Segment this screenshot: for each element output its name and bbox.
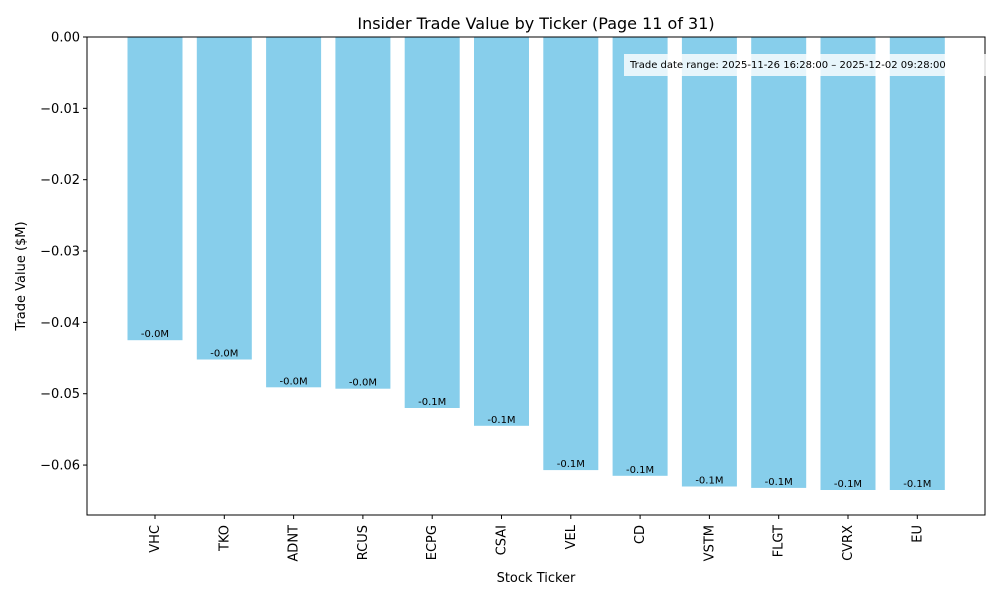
x-axis-label: Stock Ticker <box>497 571 576 586</box>
bar-cvrx <box>820 37 876 490</box>
x-axis: VHC TKO ADNT RCUS ECPG CSAI VEL CD VSTM FLGT CVRX E… <box>148 515 925 562</box>
x-tick-label-vstm: VSTM <box>702 525 717 561</box>
y-axis: 0.00 −0.01 −0.02 −0.03 −0.04 −0.05 −0.06 <box>40 31 87 474</box>
y-axis-label: Trade Value ($M) <box>14 221 29 331</box>
bar-label-vstm: -0.1M <box>695 476 723 487</box>
x-tick-label-eu: EU <box>910 525 925 543</box>
x-tick-label-ecpg: ECPG <box>425 525 440 560</box>
y-tick-label-2: −0.02 <box>40 173 80 188</box>
bar-adnt <box>266 37 322 388</box>
bar-label-flgt: -0.1M <box>765 477 793 488</box>
y-tick-label-3: −0.03 <box>40 245 80 260</box>
x-tick-label-tko: TKO <box>217 525 232 552</box>
y-tick-label-4: −0.04 <box>40 316 80 331</box>
x-tick-label-flgt: FLGT <box>772 525 787 557</box>
bar-eu <box>889 37 945 490</box>
bar-label-csai: -0.1M <box>487 415 515 426</box>
bar-cd <box>612 37 668 476</box>
x-tick-label-cd: CD <box>633 525 648 544</box>
bar-vstm <box>681 37 737 487</box>
y-tick-label-0: 0.00 <box>51 31 80 46</box>
chart-title: Insider Trade Value by Ticker (Page 11 o… <box>357 14 714 33</box>
bar-label-adnt: -0.0M <box>280 376 308 387</box>
bars-group <box>127 37 945 490</box>
bar-labels-group: -0.0M -0.0M -0.0M -0.0M -0.1M -0.1M -0.1M -0.1M… <box>141 329 931 490</box>
x-tick-label-cvrx: CVRX <box>841 525 856 561</box>
y-tick-label-1: −0.01 <box>40 102 80 117</box>
bar-vhc <box>127 37 183 341</box>
bar-label-vel: -0.1M <box>557 459 585 470</box>
annotation-text: Trade date range: 2025-11-26 16:28:00 – … <box>629 60 946 71</box>
bar-label-rcus: -0.0M <box>349 378 377 389</box>
x-tick-label-vhc: VHC <box>148 525 163 553</box>
bar-label-ecpg: -0.1M <box>418 397 446 408</box>
bar-csai <box>474 37 529 426</box>
bar-tko <box>196 37 252 360</box>
y-tick-label-5: −0.05 <box>40 387 80 402</box>
plot-frame <box>86 36 986 516</box>
bar-label-cvrx: -0.1M <box>834 479 862 490</box>
x-tick-label-csai: CSAI <box>495 525 510 555</box>
bar-ecpg <box>404 37 460 408</box>
bar-rcus <box>335 37 391 389</box>
bar-vel <box>543 37 599 471</box>
x-tick-label-vel: VEL <box>564 524 579 549</box>
bar-label-eu: -0.1M <box>903 479 931 490</box>
x-tick-label-rcus: RCUS <box>356 525 371 560</box>
date-range-annotation: Trade date range: 2025-11-26 16:28:00 – … <box>624 54 986 76</box>
bar-flgt <box>751 37 807 488</box>
bar-label-vhc: -0.0M <box>141 329 169 340</box>
x-tick-label-adnt: ADNT <box>287 525 302 562</box>
bar-label-cd: -0.1M <box>626 465 654 476</box>
y-tick-label-6: −0.06 <box>40 459 80 474</box>
annotation-box <box>624 54 986 76</box>
bar-label-tko: -0.0M <box>210 349 238 360</box>
